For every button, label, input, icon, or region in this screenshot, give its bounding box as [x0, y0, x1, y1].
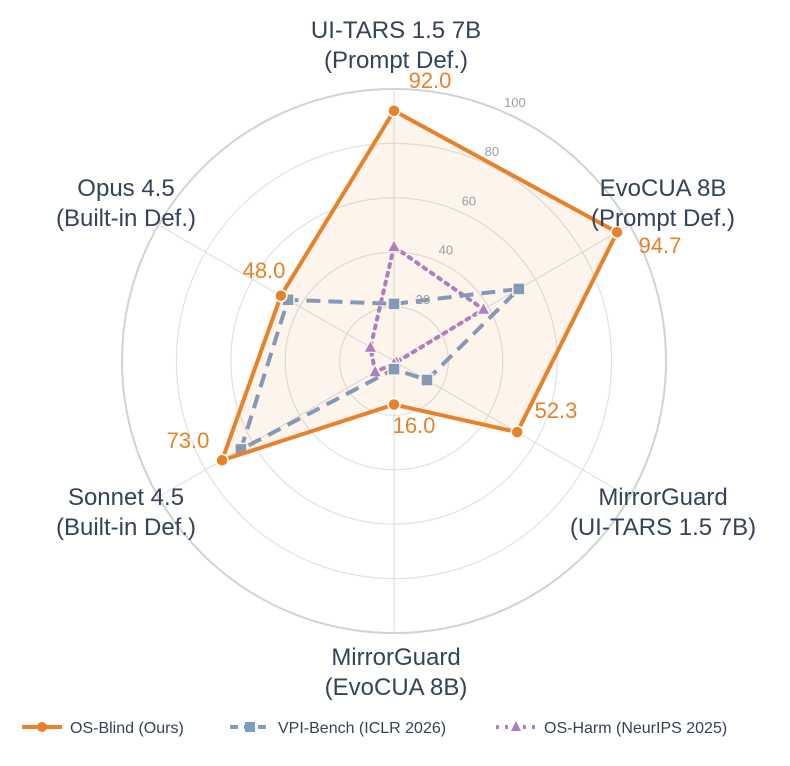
axis-label: MirrorGuard: [598, 484, 727, 511]
legend: OS-Blind (Ours) VPI-Bench (ICLR 2026) OS-H…: [22, 720, 727, 737]
data-label: 92.0: [409, 68, 452, 93]
data-point-square: [512, 282, 526, 296]
tick-label: 100: [504, 95, 526, 110]
axis-label: Opus 4.5: [77, 175, 174, 202]
data-point-triangle: [386, 238, 402, 253]
data-point-circle: [387, 397, 401, 412]
series-layer: [215, 104, 624, 468]
axis-line: [393, 224, 630, 362]
axis-labels: UI-TARS 1.5 7B (Prompt Def.) EvoCUA 8B (Pro…: [56, 17, 756, 701]
axis-label: (Built-in Def.): [56, 205, 196, 232]
legend-label: VPI-Bench (ICLR 2026): [278, 720, 446, 737]
data-point-square: [387, 362, 401, 376]
data-point-circle: [387, 104, 401, 118]
tick-label: 60: [462, 193, 476, 208]
axis-label: (Built-in Def.): [56, 514, 196, 541]
data-point-circle: [510, 425, 524, 439]
radial-tick-labels: 20 40 60 80 100: [416, 95, 526, 307]
axis-label: EvoCUA 8B: [600, 175, 727, 202]
tick-label: 40: [439, 243, 453, 258]
data-point-square: [387, 297, 401, 311]
data-label: 52.3: [535, 398, 578, 423]
data-point-square: [420, 373, 434, 387]
tick-label: 20: [416, 292, 430, 307]
axis-label: (Prompt Def.): [324, 47, 468, 74]
axis-label: Sonnet 4.5: [68, 484, 184, 511]
data-labels: 92.0 94.7 52.3 16.0 73.0 48.0: [167, 68, 682, 453]
tick-label: 80: [485, 144, 499, 159]
axis-label: MirrorGuard: [331, 644, 460, 671]
data-label: 94.7: [639, 233, 682, 258]
legend-marker-triangle: [511, 721, 521, 731]
data-label: 48.0: [243, 258, 286, 283]
axis-label: (Prompt Def.): [591, 205, 735, 232]
data-point-circle: [610, 225, 624, 239]
axis-label: (UI-TARS 1.5 7B): [570, 514, 756, 541]
data-point-triangle: [476, 301, 492, 315]
legend-marker-circle: [37, 722, 47, 732]
axis-label: (EvoCUA 8B): [325, 674, 468, 701]
legend-marker-square: [245, 722, 255, 732]
legend-label: OS-Harm (NeurIPS 2025): [544, 720, 727, 737]
axis-label: UI-TARS 1.5 7B: [311, 17, 481, 44]
legend-label: OS-Blind (Ours): [70, 720, 184, 737]
data-point-triangle: [362, 339, 378, 353]
data-point-circle: [215, 453, 229, 468]
data-label: 16.0: [393, 413, 436, 438]
data-label: 73.0: [167, 428, 210, 453]
data-point-circle: [274, 288, 288, 303]
